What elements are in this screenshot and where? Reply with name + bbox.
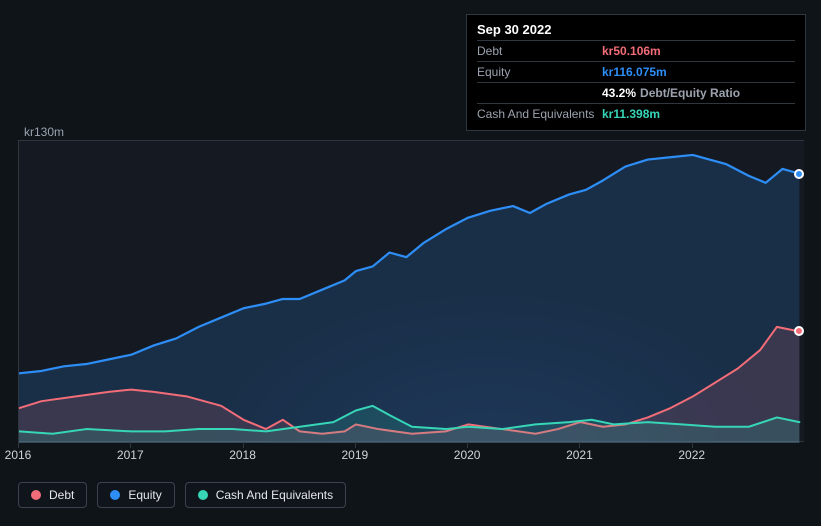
legend-item-debt[interactable]: Debt xyxy=(18,482,87,508)
tooltip-row-label: Debt xyxy=(477,44,602,58)
chart-legend: Debt Equity Cash And Equivalents xyxy=(18,482,346,508)
series-end-marker-equity xyxy=(794,169,804,179)
tooltip-row-label: Cash And Equivalents xyxy=(477,107,602,121)
x-axis-label: 2020 xyxy=(454,448,481,462)
series-end-marker-debt xyxy=(794,326,804,336)
tooltip-row: Debtkr50.106m xyxy=(477,41,795,62)
legend-item-cash[interactable]: Cash And Equivalents xyxy=(185,482,346,508)
x-axis-labels: 2016201720182019202020212022 xyxy=(18,448,804,466)
x-axis-label: 2018 xyxy=(229,448,256,462)
tooltip-row-label: Equity xyxy=(477,65,602,79)
legend-dot-icon xyxy=(110,490,120,500)
tooltip-row: Cash And Equivalentskr11.398m xyxy=(477,104,795,124)
legend-item-label: Cash And Equivalents xyxy=(216,488,333,502)
tooltip-row: Equitykr116.075m xyxy=(477,62,795,83)
x-axis-label: 2017 xyxy=(117,448,144,462)
x-axis-label: 2022 xyxy=(678,448,705,462)
chart-plot-area xyxy=(18,140,804,442)
tooltip-row-value: kr116.075m xyxy=(602,65,667,79)
tooltip-date: Sep 30 2022 xyxy=(477,19,795,41)
y-axis-label-top: kr130m xyxy=(0,125,60,139)
legend-item-equity[interactable]: Equity xyxy=(97,482,174,508)
tooltip-row: 43.2%Debt/Equity Ratio xyxy=(477,83,795,104)
chart-tooltip: Sep 30 2022 Debtkr50.106mEquitykr116.075… xyxy=(466,14,806,131)
legend-item-label: Debt xyxy=(49,488,74,502)
x-axis-label: 2021 xyxy=(566,448,593,462)
chart-svg xyxy=(19,141,805,443)
tooltip-row-value: 43.2%Debt/Equity Ratio xyxy=(602,86,740,100)
tooltip-row-value: kr50.106m xyxy=(602,44,661,58)
tooltip-row-label xyxy=(477,86,602,100)
legend-item-label: Equity xyxy=(128,488,161,502)
x-axis-label: 2016 xyxy=(5,448,32,462)
legend-dot-icon xyxy=(198,490,208,500)
tooltip-row-value: kr11.398m xyxy=(602,107,660,121)
x-axis-label: 2019 xyxy=(341,448,368,462)
legend-dot-icon xyxy=(31,490,41,500)
